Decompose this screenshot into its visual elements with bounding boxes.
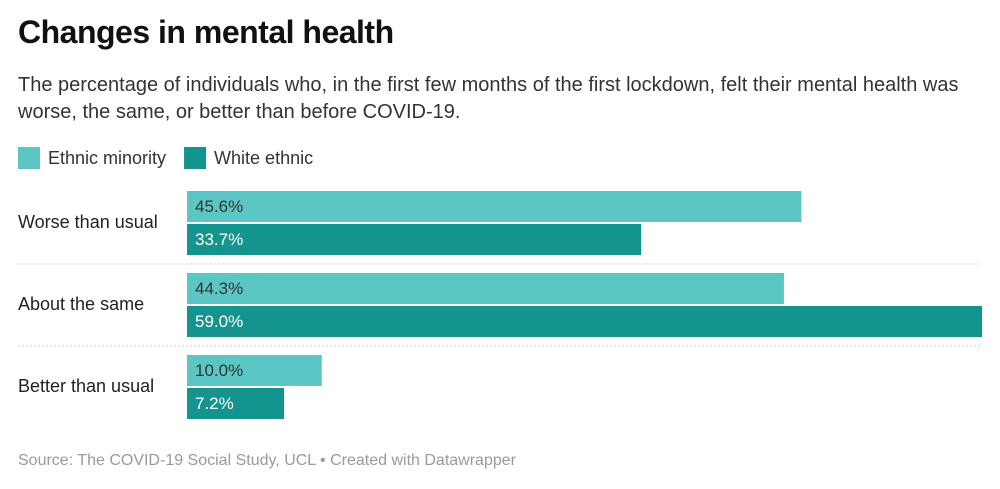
category-label: Better than usual — [18, 376, 154, 396]
bar — [187, 355, 322, 386]
value-label: 33.7% — [195, 230, 243, 249]
legend-label: Ethnic minority — [48, 148, 166, 168]
value-label: 7.2% — [195, 394, 234, 413]
bar — [187, 191, 802, 222]
bar — [187, 306, 982, 337]
source-note: Source: The COVID-19 Social Study, UCL •… — [18, 452, 516, 469]
bar — [187, 273, 784, 304]
chart-subtitle: The percentage of individuals who, in th… — [18, 74, 959, 123]
value-label: 10.0% — [195, 361, 243, 380]
bar — [187, 388, 285, 419]
value-label: 59.0% — [195, 312, 243, 331]
value-label: 45.6% — [195, 197, 243, 216]
bar — [187, 224, 642, 255]
legend-swatch — [18, 147, 40, 169]
legend-swatch — [184, 147, 207, 169]
value-label: 44.3% — [195, 279, 243, 298]
chart-title: Changes in mental health — [18, 14, 394, 50]
chart: Ethnic minority White ethnic Worse than us… — [18, 147, 982, 419]
category-label: Worse than usual — [18, 212, 158, 232]
category-label: About the same — [18, 294, 144, 314]
legend-label: White ethnic — [214, 148, 313, 168]
